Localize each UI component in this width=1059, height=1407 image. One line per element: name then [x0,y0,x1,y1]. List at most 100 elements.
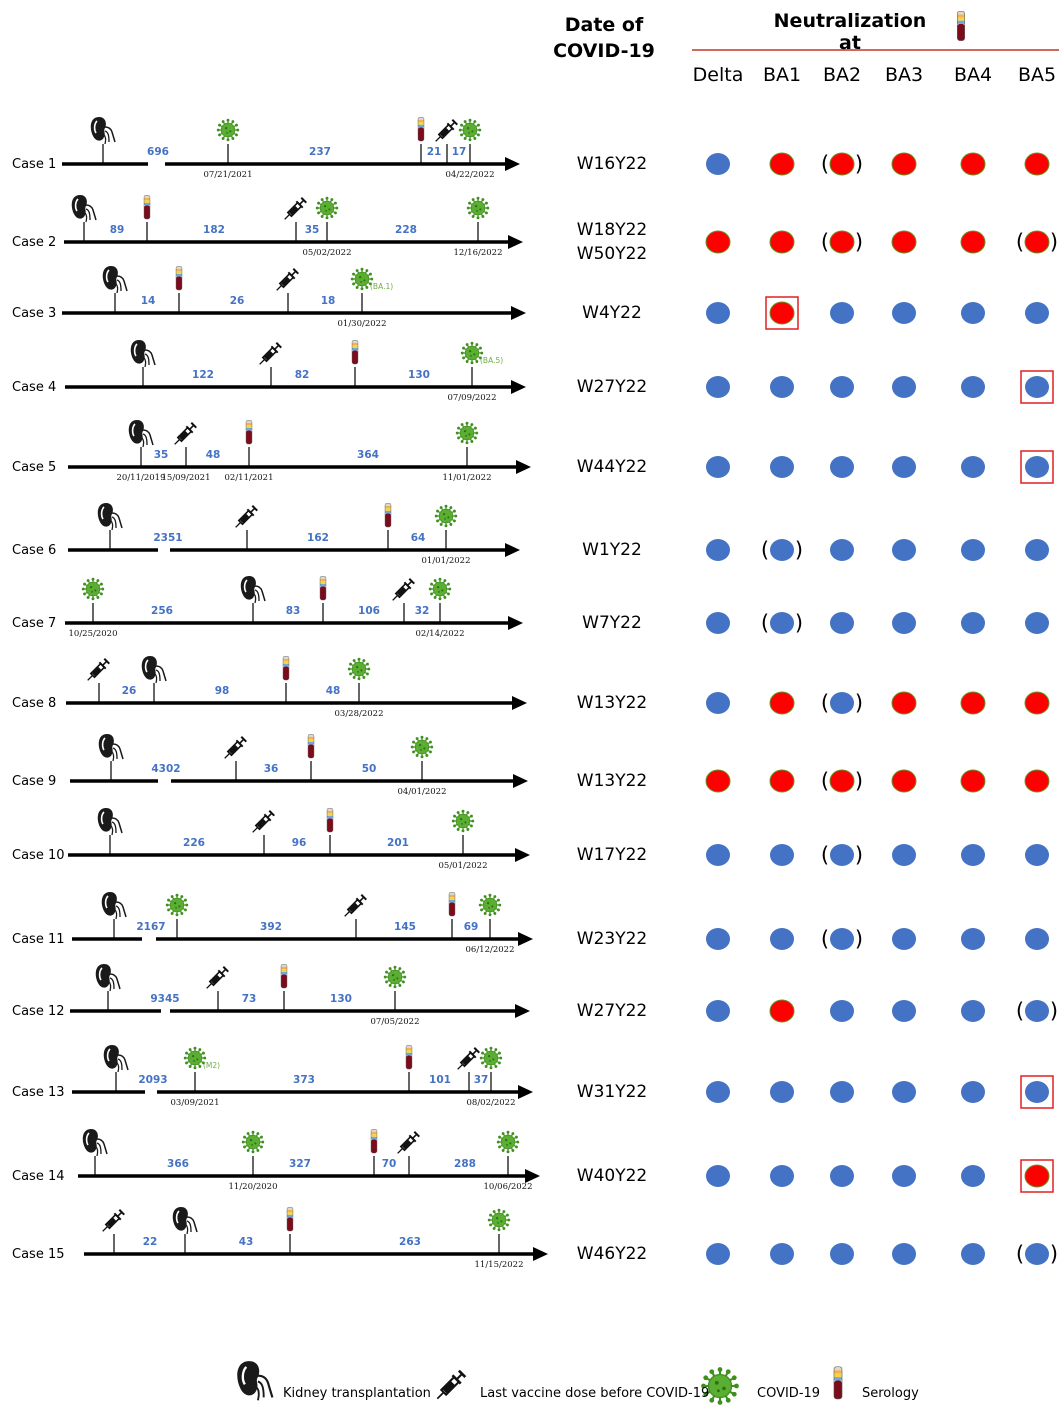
interval-days: 14 [141,295,156,307]
case-row-5: Case 5 20/11/2019 35 15/09/2021 48 02/11/2021… [12,420,1054,484]
date-header: Date of COVID-19 [553,14,655,62]
highlight-box [1020,370,1054,404]
covid-icon [451,809,475,833]
vaccine-icon [344,894,367,917]
covid-event: 07/21/2021 [204,118,253,180]
neutralization-dot-ba4 [961,1000,985,1022]
neutralization-dot-ba3 [892,844,916,866]
case-label: Case 1 [12,157,56,172]
covid-icon [496,1130,520,1154]
highlight-box [1020,1159,1054,1193]
interval-days: 392 [260,921,282,933]
parenthesis-mark: ( [1016,999,1024,1023]
timeline-arrow [84,1247,548,1261]
covid-event: 10/06/2022 [484,1130,533,1192]
interval-days: 201 [387,837,409,849]
parenthesis-mark: ( [761,611,769,635]
covid-date-week: W40Y22 [576,1166,648,1186]
neutralization-dot-ba5 [1025,844,1049,866]
neutralization-dot-ba3 [891,230,917,254]
neutralization-dot-ba5 [1024,769,1050,793]
variant-label-ba1: BA1 [762,64,802,86]
case-row-1: Case 1 696 07/21/2021 237 21 17 04/22/2022 () [12,117,1050,180]
neutralization-dot-ba1 [770,844,794,866]
neutralization-dot-delta [706,1165,730,1187]
covid-date-week: W18Y22 W50Y22 [576,220,648,264]
neutralization-dot-ba5 [1025,928,1049,950]
parenthesis-mark: ) [855,691,863,715]
event-date: 02/11/2021 [225,473,274,483]
neutralization-dot-ba3 [891,769,917,793]
interval-days: 373 [293,1074,315,1086]
serology-icon [417,117,425,142]
parenthesis-mark: ( [821,152,829,176]
kidney-icon [130,340,156,368]
interval-days: 122 [192,369,214,381]
covid-icon [478,893,502,917]
highlight-box [1020,1075,1054,1109]
neutralization-dot-ba5 [1024,152,1050,176]
neutralization-dot-ba4 [960,152,986,176]
covid-event: 03/09/2021 (M2) [171,1046,220,1108]
interval-days: 2351 [153,532,182,544]
covid-event [165,893,189,939]
covid-date-week: W46Y22 [576,1244,648,1264]
case-label: Case 7 [12,616,56,631]
interval-days: 89 [110,224,125,236]
vaccine-event [435,119,458,164]
serology-event [417,117,425,164]
interval-days: 2093 [138,1074,167,1086]
legend-icons [237,1361,843,1405]
variant-label-ba3: BA3 [884,64,924,86]
covid-event: 07/05/2022 [371,965,420,1027]
case-row-3: Case 3 14 26 18 01/30/2022 (BA.1) [12,266,1049,330]
serology-event [384,503,392,550]
timeline-arrow [65,616,523,630]
vaccine-icon [435,119,458,142]
serology-icon [245,420,253,445]
kidney-event [103,1045,129,1092]
parenthesis-mark: ( [821,927,829,951]
serology-icon [370,1129,378,1154]
kidney-icon [97,503,123,531]
covid-date-week: W16Y22 [576,154,648,174]
vaccine-event [397,1131,420,1176]
neutralization-dot-delta [706,612,730,634]
case-label: Case 10 [12,848,65,863]
interval-days: 50 [362,763,377,775]
covid-icon [216,118,240,142]
covid-event: 07/09/2022 (BA.5) [448,341,503,403]
serology-event: 02/11/2021 [225,420,274,483]
covid-icon [460,341,484,365]
timeline-arrow [72,1085,533,1099]
interval-days: 98 [215,685,230,697]
parenthesis-mark: ( [821,843,829,867]
interval-days: 182 [203,224,225,236]
interval-days: 32 [415,605,430,617]
serology-icon [351,340,359,365]
case-label: Case 2 [12,235,56,250]
covid-event: 12/16/2022 [454,196,503,258]
parenthesis-mark: ) [1050,999,1058,1023]
neutralization-dot-ba1 [769,152,795,176]
serology-event [307,734,315,781]
variant-label-ba5: BA5 [1017,64,1057,86]
kidney-icon [128,420,154,448]
neutralization-dot-ba2 [830,539,854,561]
interval-days: 696 [147,146,169,158]
kidney-event [172,1207,198,1254]
covid-icon [81,577,105,601]
interval-days: 48 [206,449,221,461]
parenthesis-mark: ( [821,230,829,254]
interval-days: 48 [326,685,341,697]
interval-days: 18 [321,295,336,307]
vaccine-icon [276,268,299,291]
neutralization-dot-ba2 [830,612,854,634]
parenthesis-mark: ) [795,538,803,562]
timeline-arrow [66,696,527,710]
kidney-icon [90,117,116,145]
neutralization-dot-ba2: () [821,843,863,867]
timeline-arrow [62,306,526,320]
covid-icon [428,577,452,601]
legend-covid-icon [701,1367,739,1405]
